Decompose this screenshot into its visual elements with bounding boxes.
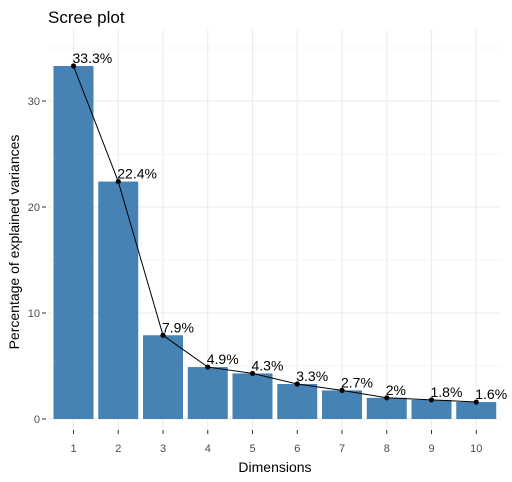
bar-dim-9	[411, 399, 452, 419]
y-axis-title: Percentage of explained variances	[6, 135, 22, 350]
data-label: 33.3%	[73, 50, 113, 66]
bar-dim-1	[53, 66, 94, 420]
point-dim-6	[294, 381, 300, 387]
bar-dim-7	[322, 390, 362, 419]
point-dim-9	[428, 397, 435, 403]
data-label: 4.3%	[252, 357, 284, 373]
point-dim-5	[249, 370, 256, 377]
y-tick-label: 30	[28, 96, 40, 108]
y-tick-label: 0	[34, 414, 40, 426]
x-tick-label: 4	[205, 443, 211, 455]
point-dim-10	[473, 399, 479, 405]
data-label: 2%	[386, 382, 406, 398]
data-label: 22.4%	[117, 166, 157, 182]
data-label: 1.6%	[475, 386, 507, 402]
x-axis-ticks: 1 2 3 4 5 6 7 8 9 10	[70, 430, 482, 455]
bar-dim-3	[143, 335, 183, 419]
x-tick-label: 5	[249, 443, 255, 455]
data-label: 4.9%	[207, 351, 239, 367]
y-axis-ticks: 0 10 20 30	[28, 96, 46, 426]
trend-line	[73, 65, 477, 403]
bar-dim-6	[277, 384, 318, 419]
data-label: 7.9%	[162, 319, 194, 335]
y-tick-label: 10	[28, 308, 40, 320]
chart-title: Scree plot	[48, 8, 125, 27]
x-tick-label: 7	[339, 443, 345, 455]
points	[70, 63, 479, 405]
bar-dim-8	[366, 397, 407, 419]
y-tick-label: 20	[28, 202, 40, 214]
data-label: 1.8%	[431, 384, 463, 400]
point-dim-3	[160, 332, 166, 338]
x-axis-title: Dimensions	[238, 459, 311, 475]
x-tick-label: 1	[70, 443, 76, 455]
bar-dim-10	[456, 402, 497, 419]
data-label: 3.3%	[296, 368, 328, 384]
data-label: 2.7%	[341, 374, 373, 390]
point-dim-2	[115, 178, 121, 185]
x-tick-label: 8	[384, 443, 390, 455]
x-tick-label: 2	[115, 443, 121, 455]
trend-line-path	[73, 65, 477, 403]
bar-dim-4	[187, 367, 228, 419]
x-tick-label: 3	[160, 443, 166, 455]
point-dim-1	[70, 63, 77, 69]
x-tick-label: 6	[294, 443, 300, 455]
point-dim-7	[339, 387, 345, 393]
bars	[53, 66, 497, 420]
data-labels: 33.3% 22.4% 7.9% 4.9% 4.3% 3.3% 2.7% 2% 1.8% 1.6%	[73, 50, 508, 402]
x-tick-label: 9	[428, 443, 434, 455]
point-dim-4	[205, 364, 211, 370]
x-tick-label: 10	[470, 443, 482, 455]
bar-dim-5	[232, 373, 273, 419]
bar-dim-2	[98, 181, 139, 419]
point-dim-8	[384, 395, 390, 401]
